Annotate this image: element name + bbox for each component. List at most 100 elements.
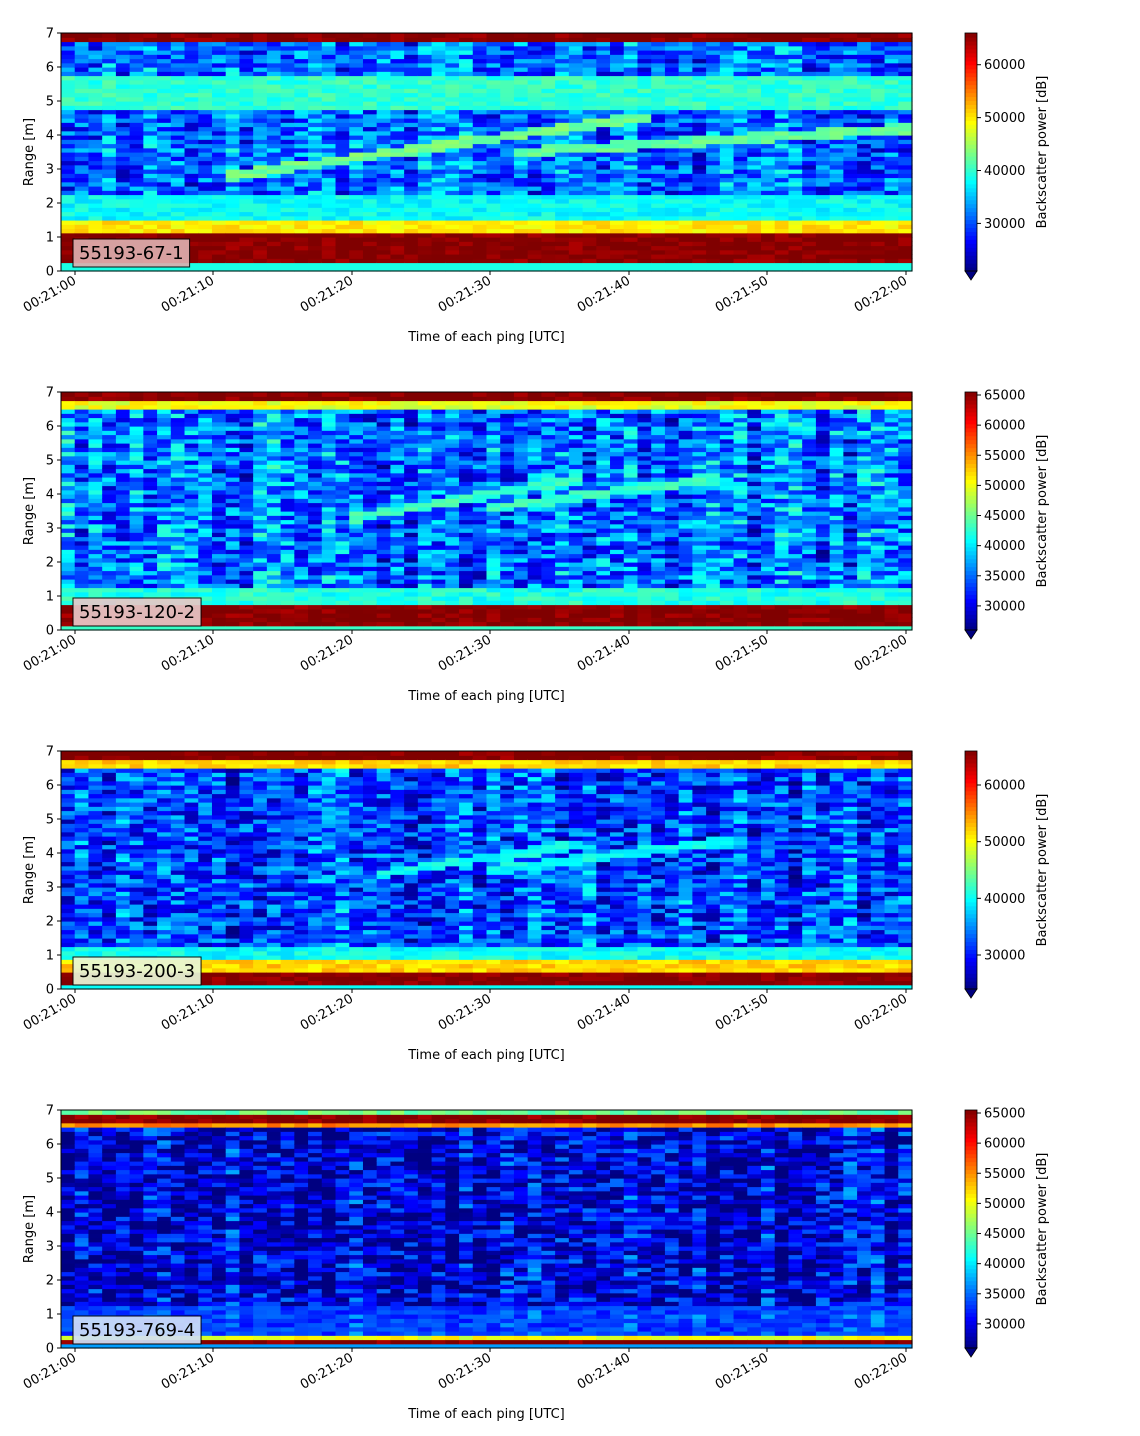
heatmap-cell	[390, 468, 405, 474]
heatmap-cell	[568, 262, 584, 268]
heatmap-cell	[239, 113, 254, 119]
heatmap-cell	[321, 203, 337, 208]
heatmap-cell	[719, 220, 735, 225]
heatmap-cell	[623, 203, 639, 208]
heatmap-cell	[74, 506, 90, 512]
heatmap-cell	[74, 625, 90, 631]
heatmap-cell	[445, 190, 460, 196]
heatmap-cell	[884, 41, 899, 47]
heatmap-cell	[376, 126, 392, 132]
heatmap-cell	[417, 113, 433, 119]
heatmap-cell	[500, 41, 515, 47]
heatmap-cell	[815, 50, 831, 55]
heatmap-cell	[225, 396, 241, 402]
heatmap-cell	[486, 101, 501, 106]
heatmap-cell	[829, 198, 844, 204]
heatmap-cell	[733, 215, 748, 221]
heatmap-cell	[294, 468, 309, 474]
heatmap-cell	[719, 79, 735, 85]
heatmap-cell	[362, 464, 378, 470]
heatmap-cell	[870, 220, 886, 225]
heatmap-cell	[802, 54, 817, 60]
heatmap-cell	[170, 574, 186, 580]
x-tick-label: 00:21:00	[21, 273, 79, 315]
heatmap-cell	[143, 58, 158, 64]
heatmap-cell	[308, 71, 323, 77]
heatmap-cell	[761, 177, 776, 183]
heatmap-cell	[280, 79, 295, 85]
heatmap-cell	[390, 92, 405, 98]
heatmap-cell	[431, 164, 446, 170]
heatmap-cell	[664, 169, 680, 174]
heatmap-cell	[225, 447, 241, 453]
heatmap-cell	[733, 177, 748, 183]
heatmap-cell	[761, 198, 776, 204]
heatmap-cell	[129, 152, 144, 157]
heatmap-cell	[74, 160, 90, 166]
heatmap-cell	[857, 224, 872, 230]
heatmap-cell	[884, 88, 899, 94]
heatmap-cell	[815, 147, 831, 153]
heatmap-cell	[294, 438, 309, 444]
heatmap-cell	[582, 71, 597, 77]
heatmap-cell	[445, 203, 460, 208]
heatmap-cell	[774, 160, 790, 166]
heatmap-cell	[555, 164, 570, 170]
heatmap-cell	[843, 88, 858, 94]
heatmap-cell	[74, 194, 90, 200]
heatmap-cell	[115, 562, 131, 567]
heatmap-cell	[74, 557, 90, 563]
heatmap-cell	[239, 160, 254, 166]
heatmap-cell	[376, 113, 392, 119]
heatmap-cell	[362, 460, 378, 465]
heatmap-cell	[486, 79, 501, 85]
heatmap-cell	[555, 122, 570, 128]
heatmap-cell	[555, 177, 570, 183]
heatmap-cell	[308, 122, 323, 128]
heatmap-cell	[308, 545, 323, 550]
heatmap-cell	[239, 617, 254, 623]
heatmap-cell	[266, 215, 282, 221]
heatmap-cell	[362, 228, 378, 234]
heatmap-cell	[376, 71, 392, 77]
heatmap-cell	[843, 75, 858, 81]
heatmap-cell	[541, 147, 556, 153]
heatmap-cell	[376, 392, 392, 397]
heatmap-cell	[280, 143, 295, 149]
heatmap-cell	[733, 220, 748, 225]
heatmap-cell	[253, 228, 268, 234]
heatmap-cell	[788, 54, 803, 60]
heatmap-cell	[61, 562, 76, 567]
heatmap-cell	[253, 118, 268, 123]
heatmap-cell	[211, 135, 227, 140]
heatmap-cell	[184, 494, 199, 499]
heatmap-cell	[266, 126, 282, 132]
heatmap-cell	[225, 232, 241, 238]
heatmap-cell	[651, 75, 666, 81]
heatmap-cell	[266, 570, 282, 576]
heatmap-cell	[362, 254, 378, 259]
heatmap-cell	[308, 75, 323, 81]
heatmap-cell	[678, 54, 693, 60]
heatmap-cell	[184, 532, 199, 538]
heatmap-cell	[884, 92, 899, 98]
heatmap-cell	[61, 447, 76, 453]
heatmap-cell	[719, 207, 735, 213]
heatmap-cell	[623, 109, 639, 115]
heatmap-cell	[335, 54, 350, 60]
heatmap-cell	[335, 604, 350, 610]
heatmap-cell	[843, 262, 858, 268]
heatmap-cell	[198, 502, 213, 508]
heatmap-cell	[129, 583, 144, 589]
heatmap-cell	[88, 207, 103, 213]
heatmap-cell	[774, 71, 790, 77]
heatmap-cell	[349, 396, 364, 402]
heatmap-cell	[74, 122, 90, 128]
heatmap-cell	[362, 160, 378, 166]
heatmap-cell	[390, 147, 405, 153]
heatmap-cell	[513, 156, 529, 162]
heatmap-cell	[225, 224, 241, 230]
heatmap-cell	[102, 434, 117, 440]
heatmap-cell	[747, 237, 762, 242]
heatmap-cell	[225, 245, 241, 251]
